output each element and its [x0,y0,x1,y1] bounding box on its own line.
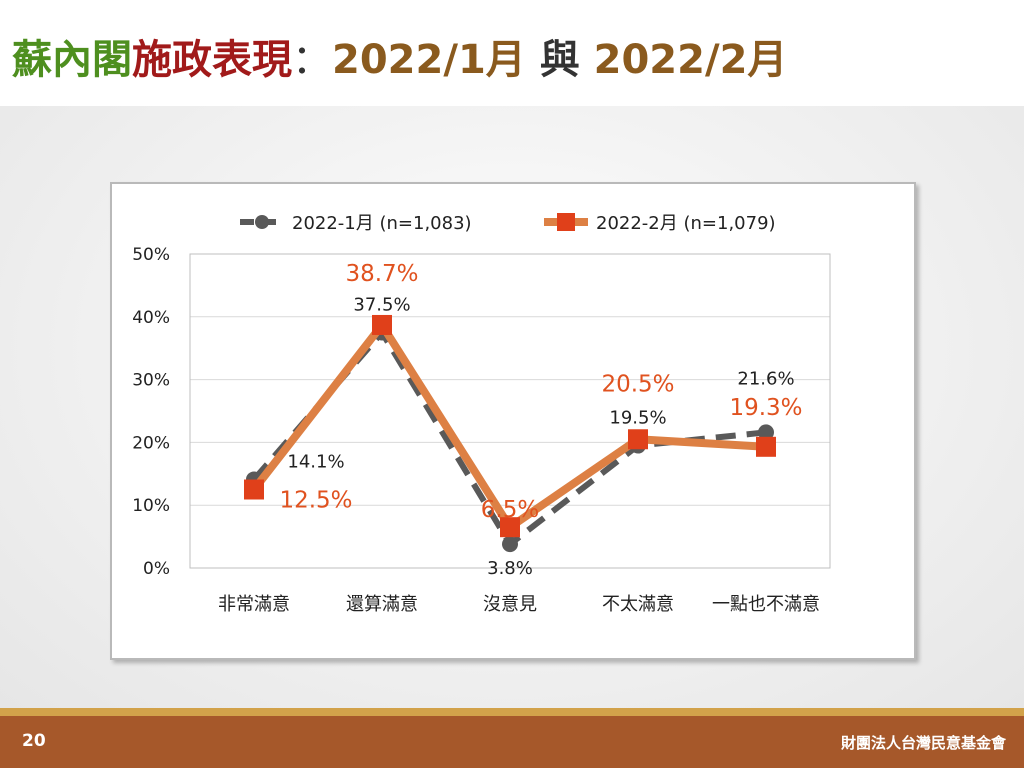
y-tick-label: 20% [132,433,170,453]
legend-marker-jan [255,215,269,229]
series-marker-feb [372,314,392,335]
title-colon: ： [292,37,332,83]
y-tick-label: 10% [132,496,170,516]
title-bar: 蘇內閣施政表現：2022/1月 與 2022/2月 [0,0,1024,106]
data-label-jan: 21.6% [737,368,794,389]
legend-label-jan: 2022-1月 (n=1,083) [292,213,472,234]
x-category-label: 非常滿意 [218,594,290,615]
series-marker-feb [500,517,520,538]
data-label-feb: 38.7% [345,261,418,287]
y-tick-label: 30% [132,371,170,391]
y-tick-label: 0% [143,559,170,579]
data-label-jan: 19.5% [609,408,666,429]
data-label-jan: 3.8% [487,558,533,579]
organization-name: 財團法人台灣民意基金會 [840,734,1006,752]
series-marker-jan [502,536,518,553]
x-category-label: 沒意見 [483,594,537,615]
legend-marker-feb [557,213,575,231]
footer-bar [0,716,1024,768]
data-label-feb: 6.5% [481,497,539,523]
series-marker-feb [244,479,264,500]
x-category-label: 還算滿意 [346,594,418,615]
series-marker-feb [756,436,776,457]
series-marker-feb [628,429,648,450]
data-label-jan: 14.1% [287,451,344,472]
slide-title: 蘇內閣施政表現：2022/1月 與 2022/2月 [12,30,787,90]
x-category-label: 不太滿意 [602,594,674,615]
title-and: 與 [525,37,594,83]
line-chart: 0% 10% 20% 30% 40% 50% 非常滿意 還算滿意 沒意見 不太滿意 一點也不滿意 14… [132,213,831,615]
title-period-jan: 2022/1月 [332,37,526,83]
page-number: 20 [22,731,46,751]
data-label-feb: 19.3% [729,395,802,421]
data-label-feb: 12.5% [279,488,352,514]
y-tick-label: 50% [132,245,170,265]
series-marker-jan [758,424,774,441]
title-part-cabinet: 蘇內閣 [12,37,132,83]
data-label-jan: 37.5% [353,295,410,316]
plot-area-border [189,253,831,569]
title-period-feb: 2022/2月 [593,37,788,83]
y-tick-label: 40% [132,308,170,328]
data-label-feb: 20.5% [601,371,674,397]
legend-label-feb: 2022-2月 (n=1,079) [596,213,776,234]
footer-accent-line [0,708,1024,716]
x-category-label: 一點也不滿意 [712,594,820,615]
title-part-performance: 施政表現 [132,37,292,83]
chart-frame: 0% 10% 20% 30% 40% 50% 非常滿意 還算滿意 沒意見 不太滿意 一點也不滿意 14… [110,182,916,660]
